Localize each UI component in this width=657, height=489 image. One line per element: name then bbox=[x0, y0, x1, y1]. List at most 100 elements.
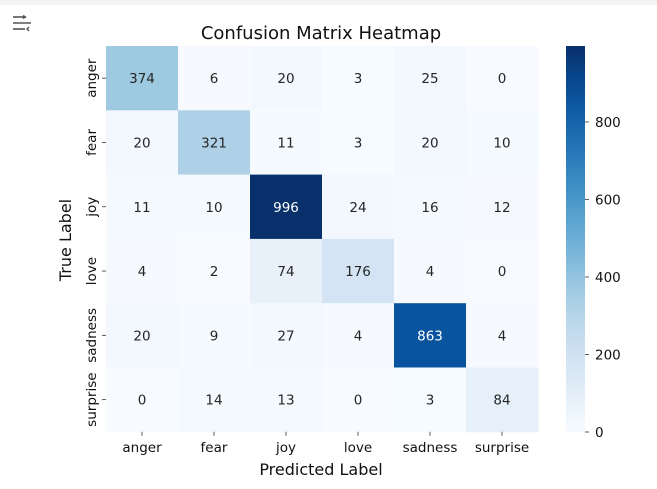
cell-value-label: 0 bbox=[498, 71, 507, 87]
cell-value-label: 0 bbox=[138, 393, 147, 409]
heatmap-cell bbox=[322, 238, 395, 304]
heatmap-cell bbox=[178, 367, 251, 433]
cell-value-label: 24 bbox=[349, 200, 366, 216]
cell-value-label: 13 bbox=[277, 393, 294, 409]
cell-value-label: 996 bbox=[273, 200, 299, 216]
heatmap-cell bbox=[466, 110, 539, 176]
heatmap-cell bbox=[322, 46, 395, 111]
cell-value-label: 2 bbox=[210, 264, 219, 280]
colorbar-tick-label: 800 bbox=[595, 115, 621, 131]
heatmap-cell bbox=[250, 46, 323, 111]
cell-value-label: 27 bbox=[277, 328, 294, 344]
heatmap-cell bbox=[106, 238, 179, 304]
heatmap-cell bbox=[466, 238, 539, 304]
colorbar-tick-label: 0 bbox=[595, 425, 604, 441]
cell-value-label: 11 bbox=[133, 200, 150, 216]
cell-value-label: 6 bbox=[210, 71, 219, 87]
cell-value-label: 3 bbox=[426, 393, 435, 409]
heatmap-cell bbox=[322, 367, 395, 433]
y-axis-label: True Label bbox=[56, 199, 75, 282]
heatmap-cell bbox=[106, 174, 179, 240]
heatmap-cell bbox=[394, 174, 467, 240]
x-tick-label: love bbox=[344, 440, 372, 456]
cell-value-label: 25 bbox=[421, 71, 438, 87]
cell-value-label: 321 bbox=[201, 135, 227, 151]
heatmap-cell bbox=[250, 110, 323, 176]
heatmap-cell bbox=[322, 110, 395, 176]
cell-value-label: 4 bbox=[138, 264, 147, 280]
cell-value-label: 16 bbox=[421, 200, 438, 216]
cell-value-label: 9 bbox=[210, 328, 219, 344]
heatmap-cell bbox=[466, 367, 539, 433]
colorbar: 0 200 400 600 800 bbox=[566, 46, 621, 441]
heatmap-cell bbox=[106, 367, 179, 433]
heatmap-cell bbox=[178, 174, 251, 240]
y-tick-label: sadness bbox=[84, 308, 100, 363]
cell-value-label: 4 bbox=[354, 328, 363, 344]
cell-value-label: 10 bbox=[205, 200, 222, 216]
cell-value-label: 10 bbox=[493, 135, 510, 151]
x-tick-label: joy bbox=[275, 440, 296, 456]
cell-value-label: 20 bbox=[133, 135, 150, 151]
heatmap-cell bbox=[322, 303, 395, 368]
heatmap-cell bbox=[178, 110, 251, 176]
heatmap-cell bbox=[250, 303, 323, 368]
cell-value-label: 11 bbox=[277, 135, 294, 151]
heatmap-cell bbox=[106, 110, 179, 176]
cell-value-label: 20 bbox=[277, 71, 294, 87]
cell-value-label: 20 bbox=[133, 328, 150, 344]
x-tick-label: fear bbox=[201, 440, 228, 456]
cell-value-label: 12 bbox=[493, 200, 510, 216]
y-tick-label: fear bbox=[84, 129, 100, 156]
heatmap-cell bbox=[394, 367, 467, 433]
x-tick-label: surprise bbox=[475, 440, 529, 456]
cell-value-label: 20 bbox=[421, 135, 438, 151]
heatmap-cell bbox=[466, 46, 539, 111]
heatmap-cell bbox=[178, 46, 251, 111]
cell-top-border bbox=[0, 0, 657, 5]
heatmap-cell bbox=[178, 303, 251, 368]
cell-value-label: 14 bbox=[205, 393, 222, 409]
cell-value-label: 84 bbox=[493, 393, 510, 409]
heatmap-cell bbox=[178, 238, 251, 304]
heatmap-cell bbox=[394, 46, 467, 111]
x-tick-label: anger bbox=[122, 440, 162, 456]
heatmap-cell bbox=[106, 303, 179, 368]
colorbar-tick-label: 200 bbox=[595, 347, 621, 363]
cell-value-label: 74 bbox=[277, 264, 294, 280]
cell-value-label: 0 bbox=[354, 393, 363, 409]
heatmap-cell bbox=[394, 110, 467, 176]
y-tick-labels: anger fear joy love sadness surprise bbox=[84, 58, 106, 427]
heatmap-cell bbox=[394, 238, 467, 304]
x-tick-labels: anger fear joy love sadness surprise bbox=[122, 431, 529, 456]
cell-value-label: 863 bbox=[417, 328, 443, 344]
y-tick-label: surprise bbox=[84, 372, 100, 426]
colorbar-tick-label: 400 bbox=[595, 270, 621, 286]
heatmap-cell bbox=[250, 174, 323, 240]
y-tick-label: joy bbox=[84, 197, 100, 218]
x-axis-label: Predicted Label bbox=[259, 460, 382, 479]
heatmap-cell bbox=[466, 174, 539, 240]
y-tick-label: anger bbox=[84, 58, 100, 98]
heatmap-cell bbox=[394, 303, 467, 368]
heatmap-cell bbox=[106, 46, 179, 111]
x-tick-label: sadness bbox=[403, 440, 458, 456]
cell-value-label: 4 bbox=[426, 264, 435, 280]
output-toggle-icon[interactable] bbox=[10, 13, 34, 33]
chart-title: Confusion Matrix Heatmap bbox=[201, 23, 441, 44]
y-tick-label: love bbox=[84, 257, 100, 285]
colorbar-tick-label: 600 bbox=[595, 192, 621, 208]
cell-value-label: 4 bbox=[498, 328, 507, 344]
cell-value-label: 176 bbox=[345, 264, 371, 280]
colorbar-gradient bbox=[566, 46, 585, 432]
cell-value-label: 3 bbox=[354, 71, 363, 87]
cell-value-label: 374 bbox=[129, 71, 155, 87]
cell-value-label: 0 bbox=[498, 264, 507, 280]
cell-value-label: 3 bbox=[354, 135, 363, 151]
heatmap-cell bbox=[250, 367, 323, 433]
heatmap-cell bbox=[250, 238, 323, 304]
heatmap-cell bbox=[322, 174, 395, 240]
heatmap-cell bbox=[466, 303, 539, 368]
